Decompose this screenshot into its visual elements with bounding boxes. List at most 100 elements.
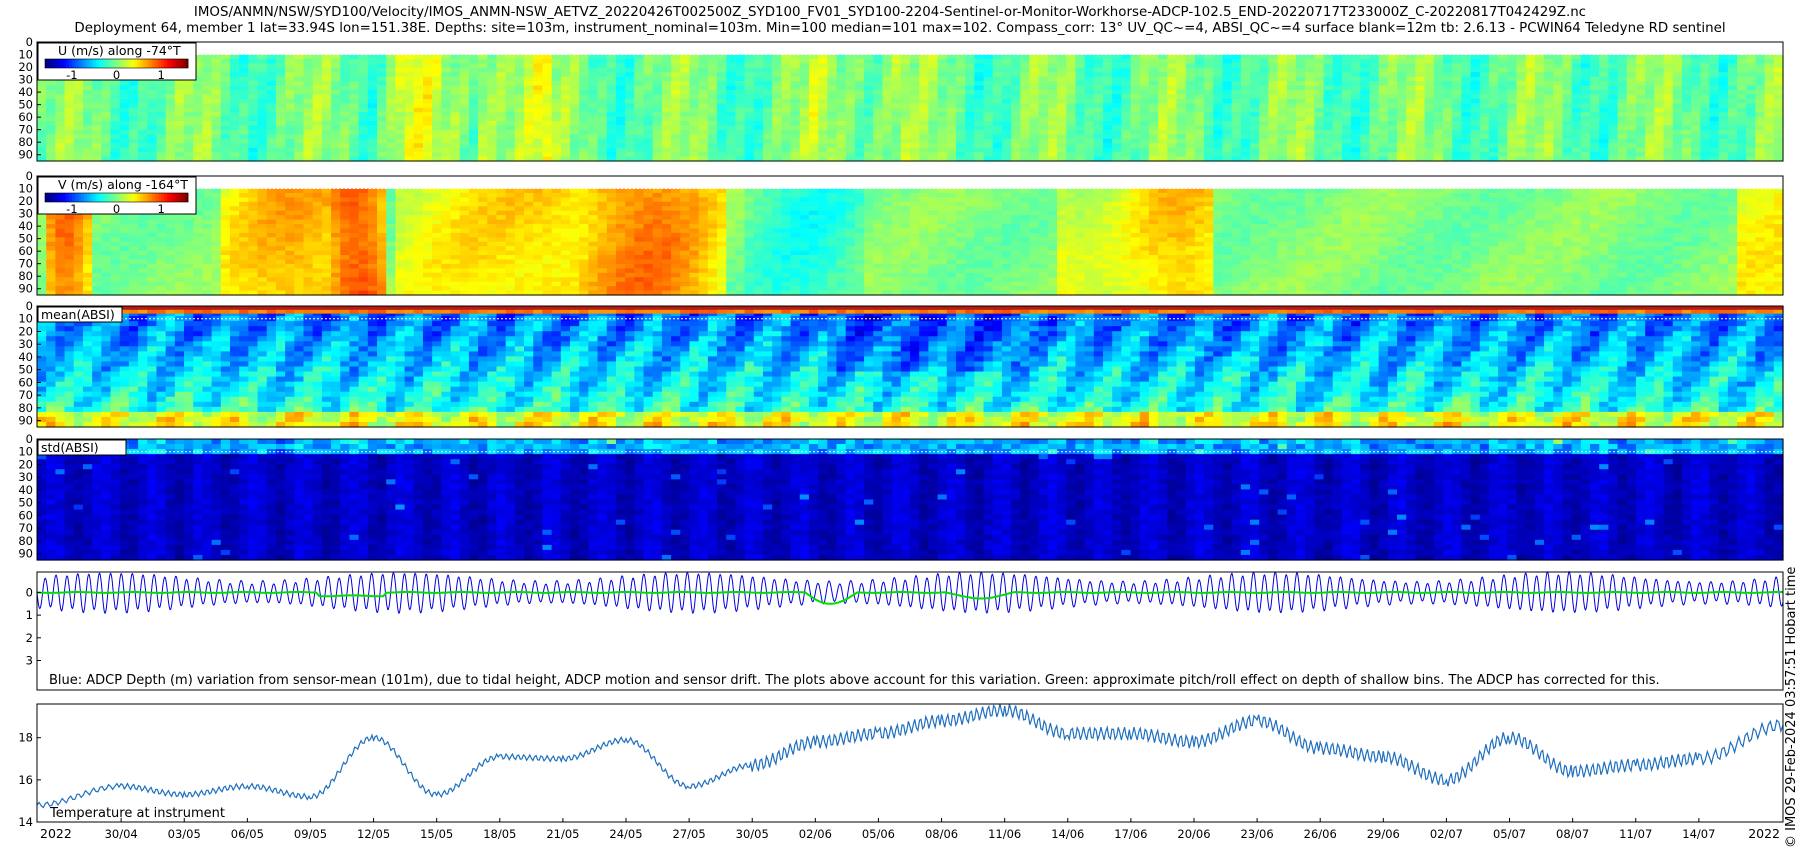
heatmap-cell	[1148, 58, 1159, 64]
heatmap-cell	[744, 147, 755, 153]
heatmap-cell	[422, 121, 433, 127]
heatmap-cell	[1727, 63, 1738, 69]
heatmap-cell	[395, 192, 406, 198]
heatmap-cell	[854, 72, 865, 78]
heatmap-cell	[1534, 54, 1545, 60]
heatmap-cell	[891, 188, 902, 194]
heatmap-cell	[625, 67, 635, 73]
heatmap-cell	[845, 116, 856, 122]
heatmap-cell	[1452, 134, 1462, 140]
heatmap-cell	[606, 67, 617, 73]
heatmap-cell	[1764, 188, 1775, 194]
heatmap-cell	[478, 94, 488, 100]
heatmap-cell	[1415, 129, 1426, 135]
heatmap-cell	[919, 125, 929, 131]
heatmap-cell	[1718, 58, 1729, 64]
heatmap-cell	[1176, 134, 1187, 140]
heatmap-cell	[1305, 143, 1315, 149]
heatmap-cell	[358, 107, 369, 113]
heatmap-cell	[1029, 85, 1040, 91]
heatmap-cell	[1599, 98, 1609, 104]
heatmap-cell	[955, 63, 966, 69]
heatmap-cell	[1544, 72, 1554, 78]
heatmap-cell	[321, 125, 332, 131]
heatmap-cell	[1360, 58, 1371, 64]
heatmap-cell	[1700, 72, 1711, 78]
heatmap-cell	[1764, 156, 1775, 162]
heatmap-cell	[1737, 143, 1747, 149]
heatmap-cell	[468, 112, 479, 118]
heatmap-cell	[128, 121, 139, 127]
heatmap-cell	[799, 129, 810, 135]
heatmap-cell	[202, 156, 213, 162]
heatmap-cell	[569, 188, 580, 194]
heatmap-cell	[671, 90, 681, 96]
colorbar-segment	[83, 59, 88, 68]
heatmap-cell	[257, 125, 268, 131]
heatmap-cell	[983, 134, 994, 140]
heatmap-cell	[1038, 112, 1049, 118]
heatmap-cell	[1406, 112, 1417, 118]
heatmap-cell	[514, 147, 525, 153]
heatmap-cell	[1378, 129, 1389, 135]
heatmap-cell	[1433, 134, 1444, 140]
heatmap-cell	[1397, 54, 1407, 60]
heatmap-cell	[340, 98, 351, 104]
heatmap-cell	[1654, 58, 1665, 64]
heatmap-cell	[1672, 81, 1683, 87]
heatmap-cell	[533, 58, 544, 64]
heatmap-cell	[459, 143, 470, 149]
heatmap-cell	[1553, 138, 1564, 144]
heatmap-cell	[1424, 116, 1435, 122]
heatmap-cell	[1663, 138, 1674, 144]
heatmap-cell	[910, 94, 920, 100]
heatmap-cell	[1617, 81, 1628, 87]
heatmap-cell	[974, 188, 985, 194]
heatmap-cell	[1571, 81, 1582, 87]
heatmap-cell	[891, 116, 902, 122]
heatmap-cell	[1709, 116, 1720, 122]
heatmap-cell	[524, 67, 534, 73]
heatmap-cell	[542, 129, 553, 135]
heatmap-cell	[441, 81, 452, 87]
heatmap-cell	[1727, 81, 1738, 87]
heatmap-cell	[735, 147, 746, 153]
heatmap-cell	[156, 156, 167, 162]
heatmap-cell	[1534, 85, 1545, 91]
heatmap-cell	[1277, 129, 1288, 135]
heatmap-cell	[1608, 63, 1619, 69]
heatmap-cell	[1148, 54, 1159, 60]
heatmap-cell	[1268, 156, 1279, 162]
heatmap-cell	[1755, 98, 1766, 104]
heatmap-cell	[1433, 129, 1444, 135]
heatmap-cell	[1286, 112, 1297, 118]
heatmap-cell	[845, 58, 856, 64]
heatmap-cell	[1130, 54, 1141, 60]
heatmap-cell	[597, 94, 608, 100]
heatmap-cell	[1461, 152, 1472, 158]
heatmap-cell	[1011, 138, 1021, 144]
heatmap-cell	[1047, 192, 1058, 198]
heatmap-cell	[1553, 152, 1564, 158]
heatmap-cell	[560, 156, 571, 162]
heatmap-cell	[1185, 134, 1196, 140]
heatmap-cell	[560, 90, 571, 96]
heatmap-cell	[1250, 147, 1260, 153]
heatmap-cell	[827, 90, 838, 96]
heatmap-cell	[450, 76, 461, 82]
heatmap-cell	[1351, 138, 1361, 144]
heatmap-cell	[735, 107, 746, 113]
heatmap-cell	[174, 121, 185, 127]
heatmap-cell	[524, 103, 534, 109]
heatmap-cell	[128, 129, 139, 135]
heatmap-cell	[1727, 156, 1738, 162]
heatmap-cell	[533, 112, 544, 118]
heatmap-cell	[753, 138, 764, 144]
heatmap-cell	[597, 67, 608, 73]
heatmap-cell	[64, 98, 75, 104]
heatmap-cell	[1525, 116, 1536, 122]
heatmap-cell	[542, 112, 553, 118]
heatmap-cell	[1268, 94, 1279, 100]
heatmap-cell	[1626, 143, 1637, 149]
heatmap-cell	[615, 143, 626, 149]
